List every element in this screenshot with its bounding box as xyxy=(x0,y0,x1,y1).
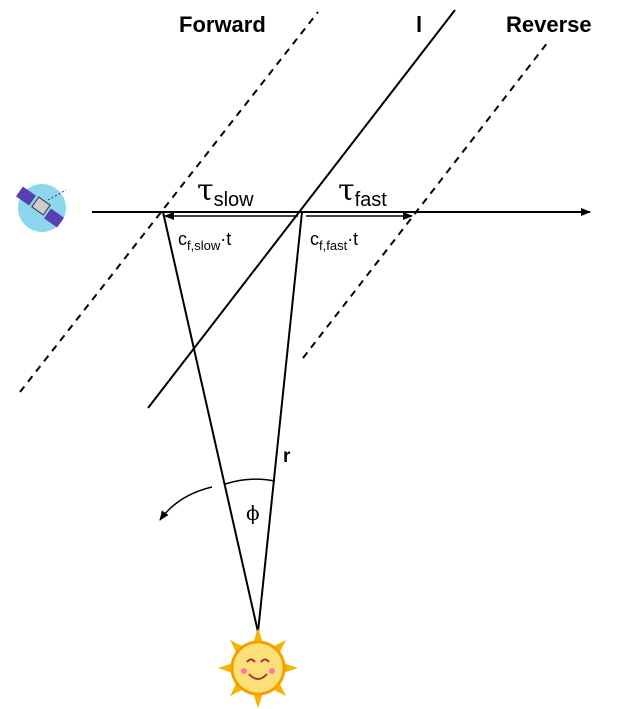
tau-fast: τfast xyxy=(338,173,387,211)
c-slow: cf,slow·t xyxy=(178,229,231,253)
satellite-icon xyxy=(16,184,66,232)
sun-icon xyxy=(218,628,298,708)
r-label: r xyxy=(283,446,291,467)
ray-fast xyxy=(258,212,302,632)
forward-label: Forward xyxy=(179,12,266,37)
c-sub: f,slow xyxy=(187,238,221,253)
tau-symbol: τ xyxy=(338,173,355,208)
l-label: l xyxy=(416,12,422,37)
c-suffix: ·t xyxy=(347,229,358,249)
tau-sub: fast xyxy=(355,189,388,211)
diagram: Forward l Reverse τslow τfast cf,slow·t … xyxy=(0,0,628,709)
c-suffix: ·t xyxy=(220,229,231,249)
c-sub: f,fast xyxy=(319,238,348,253)
tau-sub: slow xyxy=(214,189,255,211)
ray-slow xyxy=(163,212,258,632)
c-symbol: c xyxy=(310,229,319,249)
c-symbol: c xyxy=(178,229,187,249)
c-fast: cf,fast·t xyxy=(310,229,358,253)
tau-symbol: τ xyxy=(197,173,214,208)
phi-label: ϕ xyxy=(246,501,260,525)
tau-slow: τslow xyxy=(197,173,254,211)
angle-arc xyxy=(225,479,275,484)
rotation-arrow xyxy=(160,487,212,520)
reverse-label: Reverse xyxy=(506,12,592,37)
